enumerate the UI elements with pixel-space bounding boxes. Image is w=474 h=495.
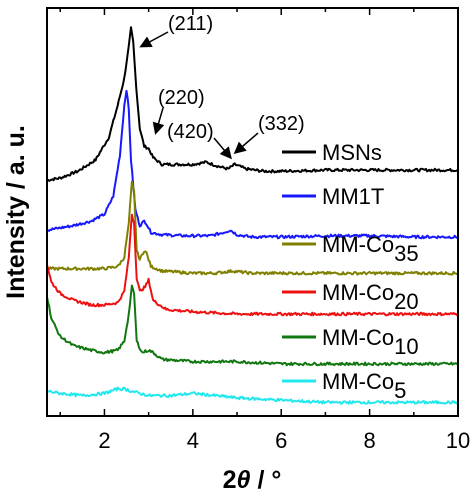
plot-frame [46,7,459,417]
x-axis-symbol: θ [237,466,251,494]
legend-label-4: MM-Co10 [322,325,419,359]
annotation-label-1: (220) [158,87,205,109]
x-tick-label-8: 8 [363,428,375,453]
series-line-5 [46,386,459,405]
x-axis-title: 2θ / ° [223,466,282,494]
legend-label-5: MM-Co5 [322,369,406,403]
annotation-label-3: (332) [258,113,305,135]
x-tick-label-2: 2 [98,428,110,453]
annotation-arrow-2 [213,137,232,160]
series-line-1 [46,89,459,240]
y-axis-title: Intensity / a. u. [2,125,30,299]
x-axis: 2 4 6 8 10 [59,8,470,453]
annotation-label-0: (211) [168,13,213,35]
legend-label-3: MM-Co20 [322,280,419,314]
annotation-label-2: (420) [167,121,214,143]
legend-label-0: MSNs [322,140,382,165]
series-line-0 [46,26,459,182]
series-line-3 [46,213,459,317]
legend-group: MSNs MM1T MM-Co35 MM-Co20 MM-Co10 MM-Co5 [282,140,419,403]
legend-label-1: MM1T [322,184,384,209]
legend-label-2: MM-Co35 [322,232,419,266]
annotation-arrow-0 [139,31,169,48]
annotation-arrow-3 [233,132,259,154]
x-tick-label-10: 10 [446,428,470,453]
series-line-2 [46,180,459,276]
annotation-arrow-1 [152,107,165,135]
series-group [46,26,459,405]
x-tick-label-6: 6 [275,428,287,453]
series-line-4 [46,284,458,367]
annotation-group: (211) (220) (420) (332) [139,13,305,160]
x-axis-unit: ° [271,466,281,494]
x-tick-label-4: 4 [187,428,199,453]
